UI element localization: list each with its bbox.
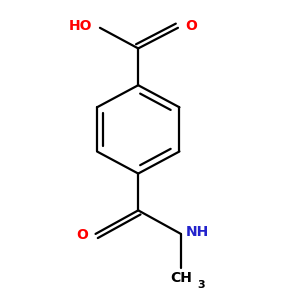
Text: O: O xyxy=(76,228,88,242)
Text: HO: HO xyxy=(69,19,93,33)
Text: O: O xyxy=(185,19,197,33)
Text: CH: CH xyxy=(170,271,192,285)
Text: NH: NH xyxy=(185,225,208,239)
Text: 3: 3 xyxy=(197,280,205,290)
